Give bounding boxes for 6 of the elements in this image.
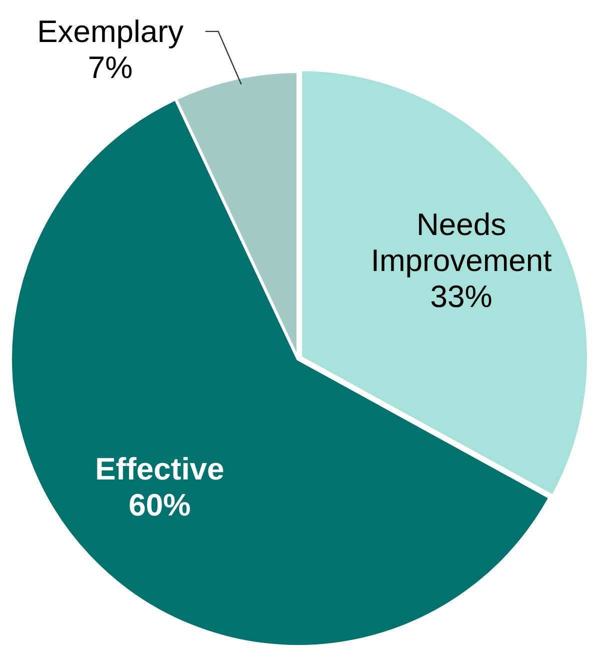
slice-label: Exemplary: [37, 14, 184, 49]
slice-label: Needs Improvement: [370, 206, 552, 278]
data-label: 33%: [430, 278, 492, 314]
data-label: 7%: [88, 50, 133, 85]
slice-label: Effective: [95, 451, 224, 486]
data-label: 60%: [128, 487, 191, 522]
